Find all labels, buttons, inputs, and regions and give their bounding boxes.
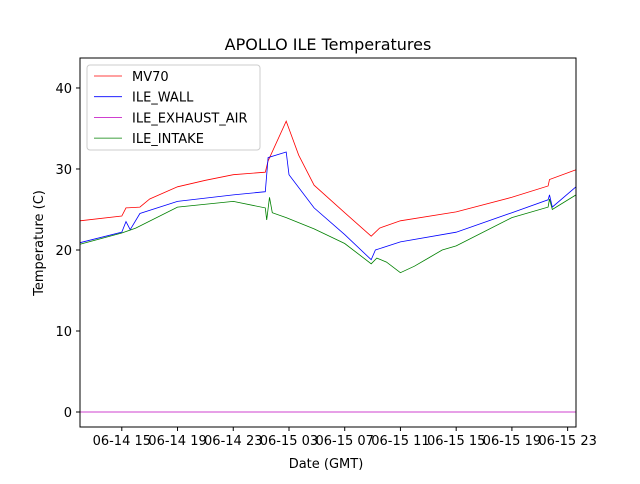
y-tick-label: 20: [55, 244, 72, 259]
legend-label: ILE_INTAKE: [132, 132, 204, 147]
y-tick-label: 10: [55, 325, 72, 340]
x-tick-label: 06-15 07: [315, 434, 373, 449]
plot-frame: [79, 57, 577, 428]
x-tick-label: 06-15 15: [427, 434, 485, 449]
x-tick-label: 06-15 19: [483, 434, 541, 449]
series-line-ile-intake: [79, 194, 577, 274]
chart-title: APOLLO ILE Temperatures: [225, 35, 432, 54]
x-tick-label: 06-15 23: [538, 434, 596, 449]
y-tick-label: 0: [64, 406, 72, 421]
y-axis-label: Temperature (C): [32, 190, 47, 297]
legend: MV70 ILE_WALL ILE_EXHAUST_AIR ILE_INTAKE: [86, 64, 261, 151]
y-tick-label: 40: [55, 82, 72, 97]
series-layer: [79, 120, 577, 413]
legend-box: [86, 64, 261, 151]
x-tick-label: 06-15 03: [260, 434, 318, 449]
x-tick-label: 06-14 23: [204, 434, 262, 449]
x-tick-label: 06-15 11: [371, 434, 429, 449]
legend-label: ILE_EXHAUST_AIR: [132, 111, 248, 126]
x-tick-label: 06-14 19: [148, 434, 206, 449]
legend-label: MV70: [132, 70, 169, 85]
series-line-mv70: [79, 120, 577, 237]
x-axis-label: Date (GMT): [289, 457, 364, 472]
x-tick-label: 06-14 15: [93, 434, 151, 449]
y-tick-label: 30: [55, 163, 72, 178]
legend-label: ILE_WALL: [132, 91, 194, 106]
series-line-ile-wall: [79, 151, 577, 261]
